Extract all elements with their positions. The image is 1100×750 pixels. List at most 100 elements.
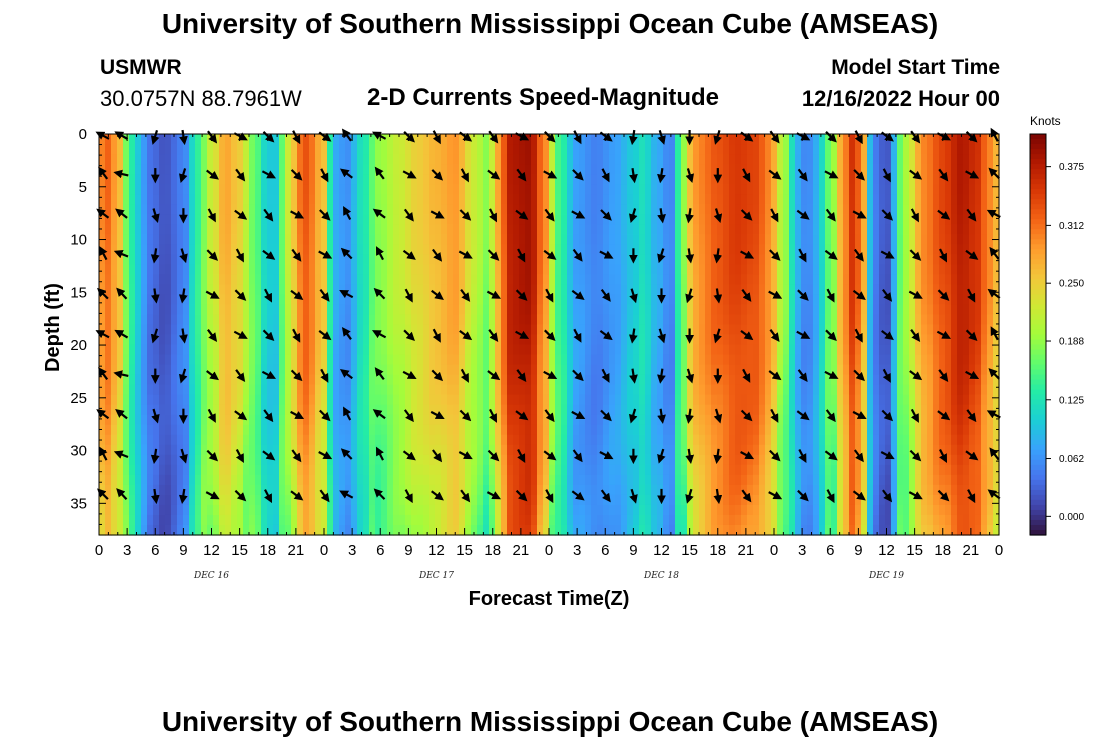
heatmap-cell <box>543 364 550 376</box>
heatmap-cell <box>249 344 256 356</box>
heatmap-cell <box>231 234 238 245</box>
heatmap-cell <box>459 454 466 466</box>
heatmap-cell <box>297 394 304 406</box>
heatmap-cell <box>705 204 712 215</box>
heatmap-cell <box>339 424 346 436</box>
heatmap-cell <box>699 194 706 205</box>
heatmap-cell <box>435 314 442 326</box>
heatmap-cell <box>237 264 244 275</box>
heatmap-cell <box>297 144 304 155</box>
heatmap-cell <box>429 174 436 185</box>
heatmap-cell <box>495 524 502 536</box>
heatmap-cell <box>597 264 604 275</box>
heatmap-cell <box>129 354 136 366</box>
heatmap-cell <box>321 454 328 466</box>
heatmap-cell <box>603 144 610 155</box>
heatmap-cell <box>339 394 346 406</box>
heatmap-cell <box>579 364 586 376</box>
heatmap-cell <box>369 194 376 205</box>
heatmap-cell <box>321 514 328 526</box>
heatmap-cell <box>633 484 640 496</box>
heatmap-cell <box>483 134 490 145</box>
heatmap-cell <box>747 504 754 516</box>
heatmap-cell <box>279 284 286 296</box>
heatmap-cell <box>159 244 166 255</box>
heatmap-cell <box>759 274 766 285</box>
heatmap-cell <box>345 334 352 346</box>
heatmap-cell <box>267 364 274 376</box>
heatmap-cell <box>201 154 208 165</box>
heatmap-cell <box>813 264 820 275</box>
heatmap-cell <box>315 294 322 306</box>
heatmap-cell <box>405 284 412 296</box>
heatmap-cell <box>195 294 202 306</box>
heatmap-cell <box>447 274 454 285</box>
heatmap-cell <box>753 154 760 165</box>
heatmap-cell <box>591 364 598 376</box>
heatmap-cell <box>831 474 838 486</box>
heatmap-cell <box>783 484 790 496</box>
heatmap-cell <box>801 464 808 476</box>
heatmap-cell <box>147 344 154 356</box>
heatmap-cell <box>225 334 232 346</box>
heatmap-cell <box>567 484 574 496</box>
heatmap-cell <box>525 214 532 225</box>
heatmap-cell <box>309 274 316 285</box>
heatmap-cell <box>381 264 388 275</box>
heatmap-cell <box>99 344 106 356</box>
heatmap-cell <box>597 514 604 526</box>
heatmap-cell <box>387 394 394 406</box>
heatmap-cell <box>381 404 388 416</box>
heatmap-cell <box>627 284 634 296</box>
heatmap-cell <box>723 434 730 446</box>
heatmap-cell <box>807 424 814 436</box>
heatmap-cell <box>513 144 520 155</box>
heatmap-cell <box>429 204 436 215</box>
heatmap-cell <box>243 324 250 336</box>
heatmap-cell <box>831 314 838 326</box>
heatmap-cell <box>693 254 700 265</box>
heatmap-cell <box>441 154 448 165</box>
heatmap-cell <box>417 444 424 456</box>
heatmap-cell <box>339 454 346 466</box>
heatmap-cell <box>99 274 106 285</box>
heatmap-cell <box>549 204 556 215</box>
heatmap-cell <box>273 184 280 195</box>
heatmap-cell <box>681 394 688 406</box>
heatmap-cell <box>411 494 418 506</box>
heatmap-cell <box>813 144 820 155</box>
heatmap-cell <box>681 164 688 175</box>
heatmap-cell <box>387 274 394 285</box>
heatmap-cell <box>363 174 370 185</box>
heatmap-cell <box>609 284 616 296</box>
heatmap-cell <box>585 344 592 356</box>
heatmap-cell <box>357 504 364 516</box>
heatmap-cell <box>399 454 406 466</box>
heatmap-cell <box>687 464 694 476</box>
heatmap-cell <box>837 494 844 506</box>
heatmap-cell <box>429 434 436 446</box>
heatmap-cell <box>123 204 130 215</box>
heatmap-cell <box>171 274 178 285</box>
heatmap-cell <box>123 384 130 396</box>
heatmap-cell <box>549 164 556 175</box>
heatmap-cell <box>699 214 706 225</box>
heatmap-cell <box>501 354 508 366</box>
heatmap-cell <box>627 344 634 356</box>
heatmap-cell <box>597 214 604 225</box>
heatmap-cell <box>513 214 520 225</box>
heatmap-cell <box>393 454 400 466</box>
heatmap-cell <box>273 144 280 155</box>
heatmap-cell <box>123 484 130 496</box>
heatmap-cell <box>333 424 340 436</box>
heatmap-cell <box>99 254 106 265</box>
heatmap-cell <box>381 504 388 516</box>
heatmap-cell <box>297 384 304 396</box>
heatmap-cell <box>669 144 676 155</box>
heatmap-cell <box>615 174 622 185</box>
heatmap-cell <box>705 504 712 516</box>
heatmap-cell <box>711 324 718 336</box>
heatmap-cell <box>129 324 136 336</box>
heatmap-cell <box>303 304 310 316</box>
heatmap-cell <box>771 394 778 406</box>
